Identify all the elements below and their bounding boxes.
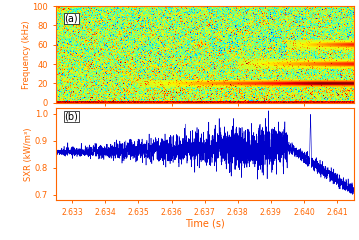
Text: (a): (a) (65, 14, 78, 24)
Text: (b): (b) (65, 111, 79, 121)
X-axis label: Time (s): Time (s) (185, 218, 224, 228)
Y-axis label: Frequency (kHz): Frequency (kHz) (22, 20, 31, 89)
Y-axis label: SXR (kW/m³): SXR (kW/m³) (24, 128, 33, 181)
